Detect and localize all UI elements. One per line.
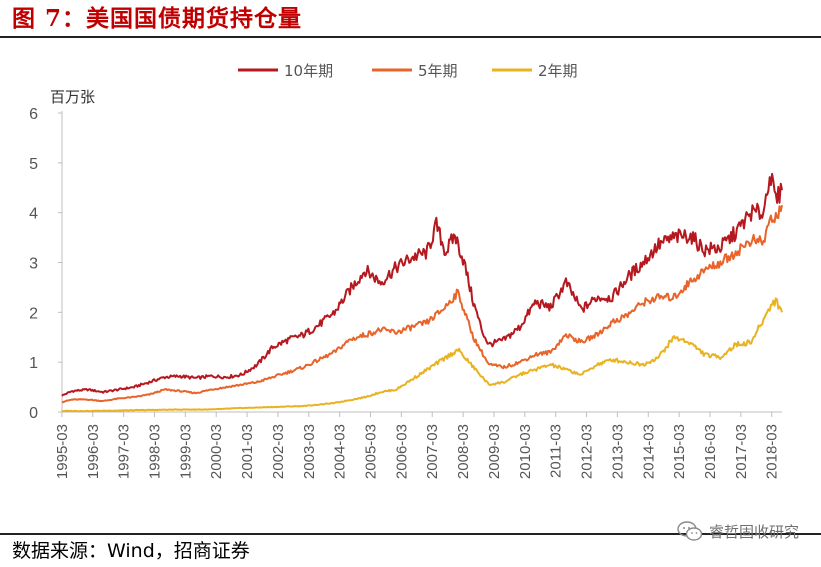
watermark-text: 睿哲固收研究 bbox=[708, 522, 799, 541]
y-tick-label: 2 bbox=[29, 305, 38, 322]
x-tick-label: 2005-03 bbox=[363, 424, 380, 479]
x-tick-label: 2012-03 bbox=[579, 424, 596, 479]
figure-title: 图 7：美国国债期货持仓量 bbox=[12, 5, 303, 32]
x-tick-label: 2002-03 bbox=[270, 424, 287, 479]
x-tick-label: 2014-03 bbox=[640, 424, 657, 479]
x-tick-label: 2000-03 bbox=[208, 424, 225, 479]
series-line-0 bbox=[61, 172, 783, 397]
figure-title-bar: 图 7：美国国债期货持仓量 bbox=[12, 2, 821, 36]
x-tick-label: 2003-03 bbox=[301, 424, 318, 479]
x-tick-label: 2017-03 bbox=[733, 424, 750, 479]
y-tick-label: 4 bbox=[29, 206, 38, 223]
x-tick-label: 2013-03 bbox=[609, 424, 626, 479]
series-line-1 bbox=[61, 205, 783, 404]
x-tick-label: 2011-03 bbox=[548, 424, 565, 478]
x-tick-label: 2004-03 bbox=[332, 424, 349, 479]
y-tick-label: 5 bbox=[29, 156, 38, 173]
x-tick-label: 2009-03 bbox=[486, 424, 503, 479]
y-tick-label: 3 bbox=[29, 256, 38, 273]
top-rule bbox=[0, 36, 821, 38]
x-tick-label: 1996-03 bbox=[85, 424, 102, 479]
x-tick-label: 2007-03 bbox=[424, 424, 441, 479]
bottom-rule bbox=[0, 533, 821, 535]
x-tick-label: 1997-03 bbox=[116, 424, 133, 479]
x-tick-label: 1998-03 bbox=[146, 424, 163, 479]
x-tick-label: 2010-03 bbox=[517, 424, 534, 479]
x-tick-label: 1995-03 bbox=[54, 424, 71, 479]
watermark: 睿哲固收研究 bbox=[677, 520, 799, 542]
y-tick-label: 1 bbox=[29, 355, 38, 372]
y-tick-label: 6 bbox=[29, 106, 38, 123]
y-unit-label: 百万张 bbox=[50, 88, 95, 106]
x-tick-label: 2015-03 bbox=[671, 424, 688, 479]
x-tick-label: 1999-03 bbox=[177, 424, 194, 479]
x-tick-label: 2001-03 bbox=[239, 424, 256, 479]
wechat-icon bbox=[677, 521, 703, 541]
x-tick-label: 2016-03 bbox=[702, 424, 719, 479]
legend-label-1: 5年期 bbox=[418, 62, 458, 80]
x-tick-label: 2008-03 bbox=[455, 424, 472, 479]
legend-label-2: 2年期 bbox=[538, 62, 578, 80]
legend-label-0: 10年期 bbox=[284, 62, 333, 80]
series-line-2 bbox=[62, 297, 783, 413]
source-note: 数据来源：Wind，招商证券 bbox=[12, 540, 250, 562]
x-tick-label: 2006-03 bbox=[393, 424, 410, 479]
chart-area: 百万张 0 1 2 3 4 5 6 1995-03 1996-03 1997-03 1998-03 19… bbox=[29, 62, 783, 479]
x-tick-label: 2018-03 bbox=[764, 424, 781, 479]
y-tick-label: 0 bbox=[29, 405, 38, 422]
